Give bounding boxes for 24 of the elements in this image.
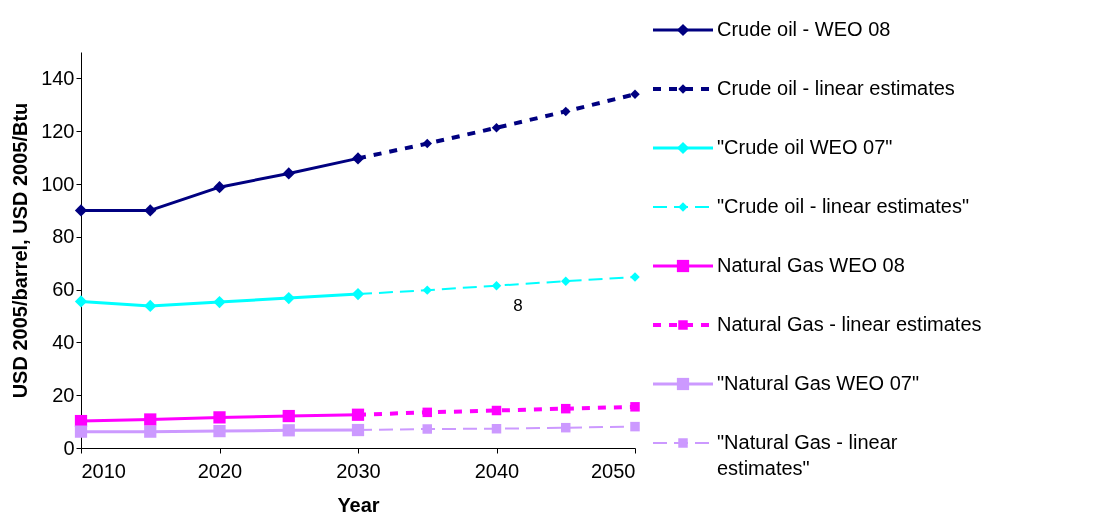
y-tick-label: 140 (41, 66, 75, 89)
legend-label: "Crude oil WEO 07" (717, 136, 893, 158)
x-axis-title: Year (337, 493, 380, 516)
x-tick-label: 2030 (336, 459, 381, 482)
x-tick-label: 2050 (591, 459, 636, 482)
legend-label: Crude oil - linear estimates (717, 77, 955, 99)
legend-label: "Natural Gas - linear estimates" (717, 431, 898, 479)
x-tick-label: 2020 (197, 459, 243, 482)
legend-label: Natural Gas WEO 08 (717, 254, 905, 276)
legend-label: "Natural Gas WEO 07" (717, 372, 920, 394)
annotation: 8 (513, 296, 523, 315)
y-tick-label: 40 (52, 330, 75, 353)
y-tick-label: 120 (41, 119, 75, 142)
y-tick-label: 20 (52, 383, 75, 406)
legend-label: Crude oil - WEO 08 (717, 18, 891, 40)
y-tick-label: 0 (63, 436, 75, 459)
y-tick-label: 100 (41, 172, 75, 195)
legend-label: Natural Gas - linear estimates (717, 313, 982, 335)
legend-label: "Crude oil - linear estimates" (717, 195, 970, 217)
x-tick-label: 2040 (474, 459, 520, 482)
x-tick-label: 2010 (81, 459, 126, 482)
y-tick-label: 60 (52, 278, 75, 301)
y-axis-title: USD 2005/barrel, USD 2005/Btu (9, 102, 32, 399)
y-tick-label: 80 (52, 225, 75, 248)
